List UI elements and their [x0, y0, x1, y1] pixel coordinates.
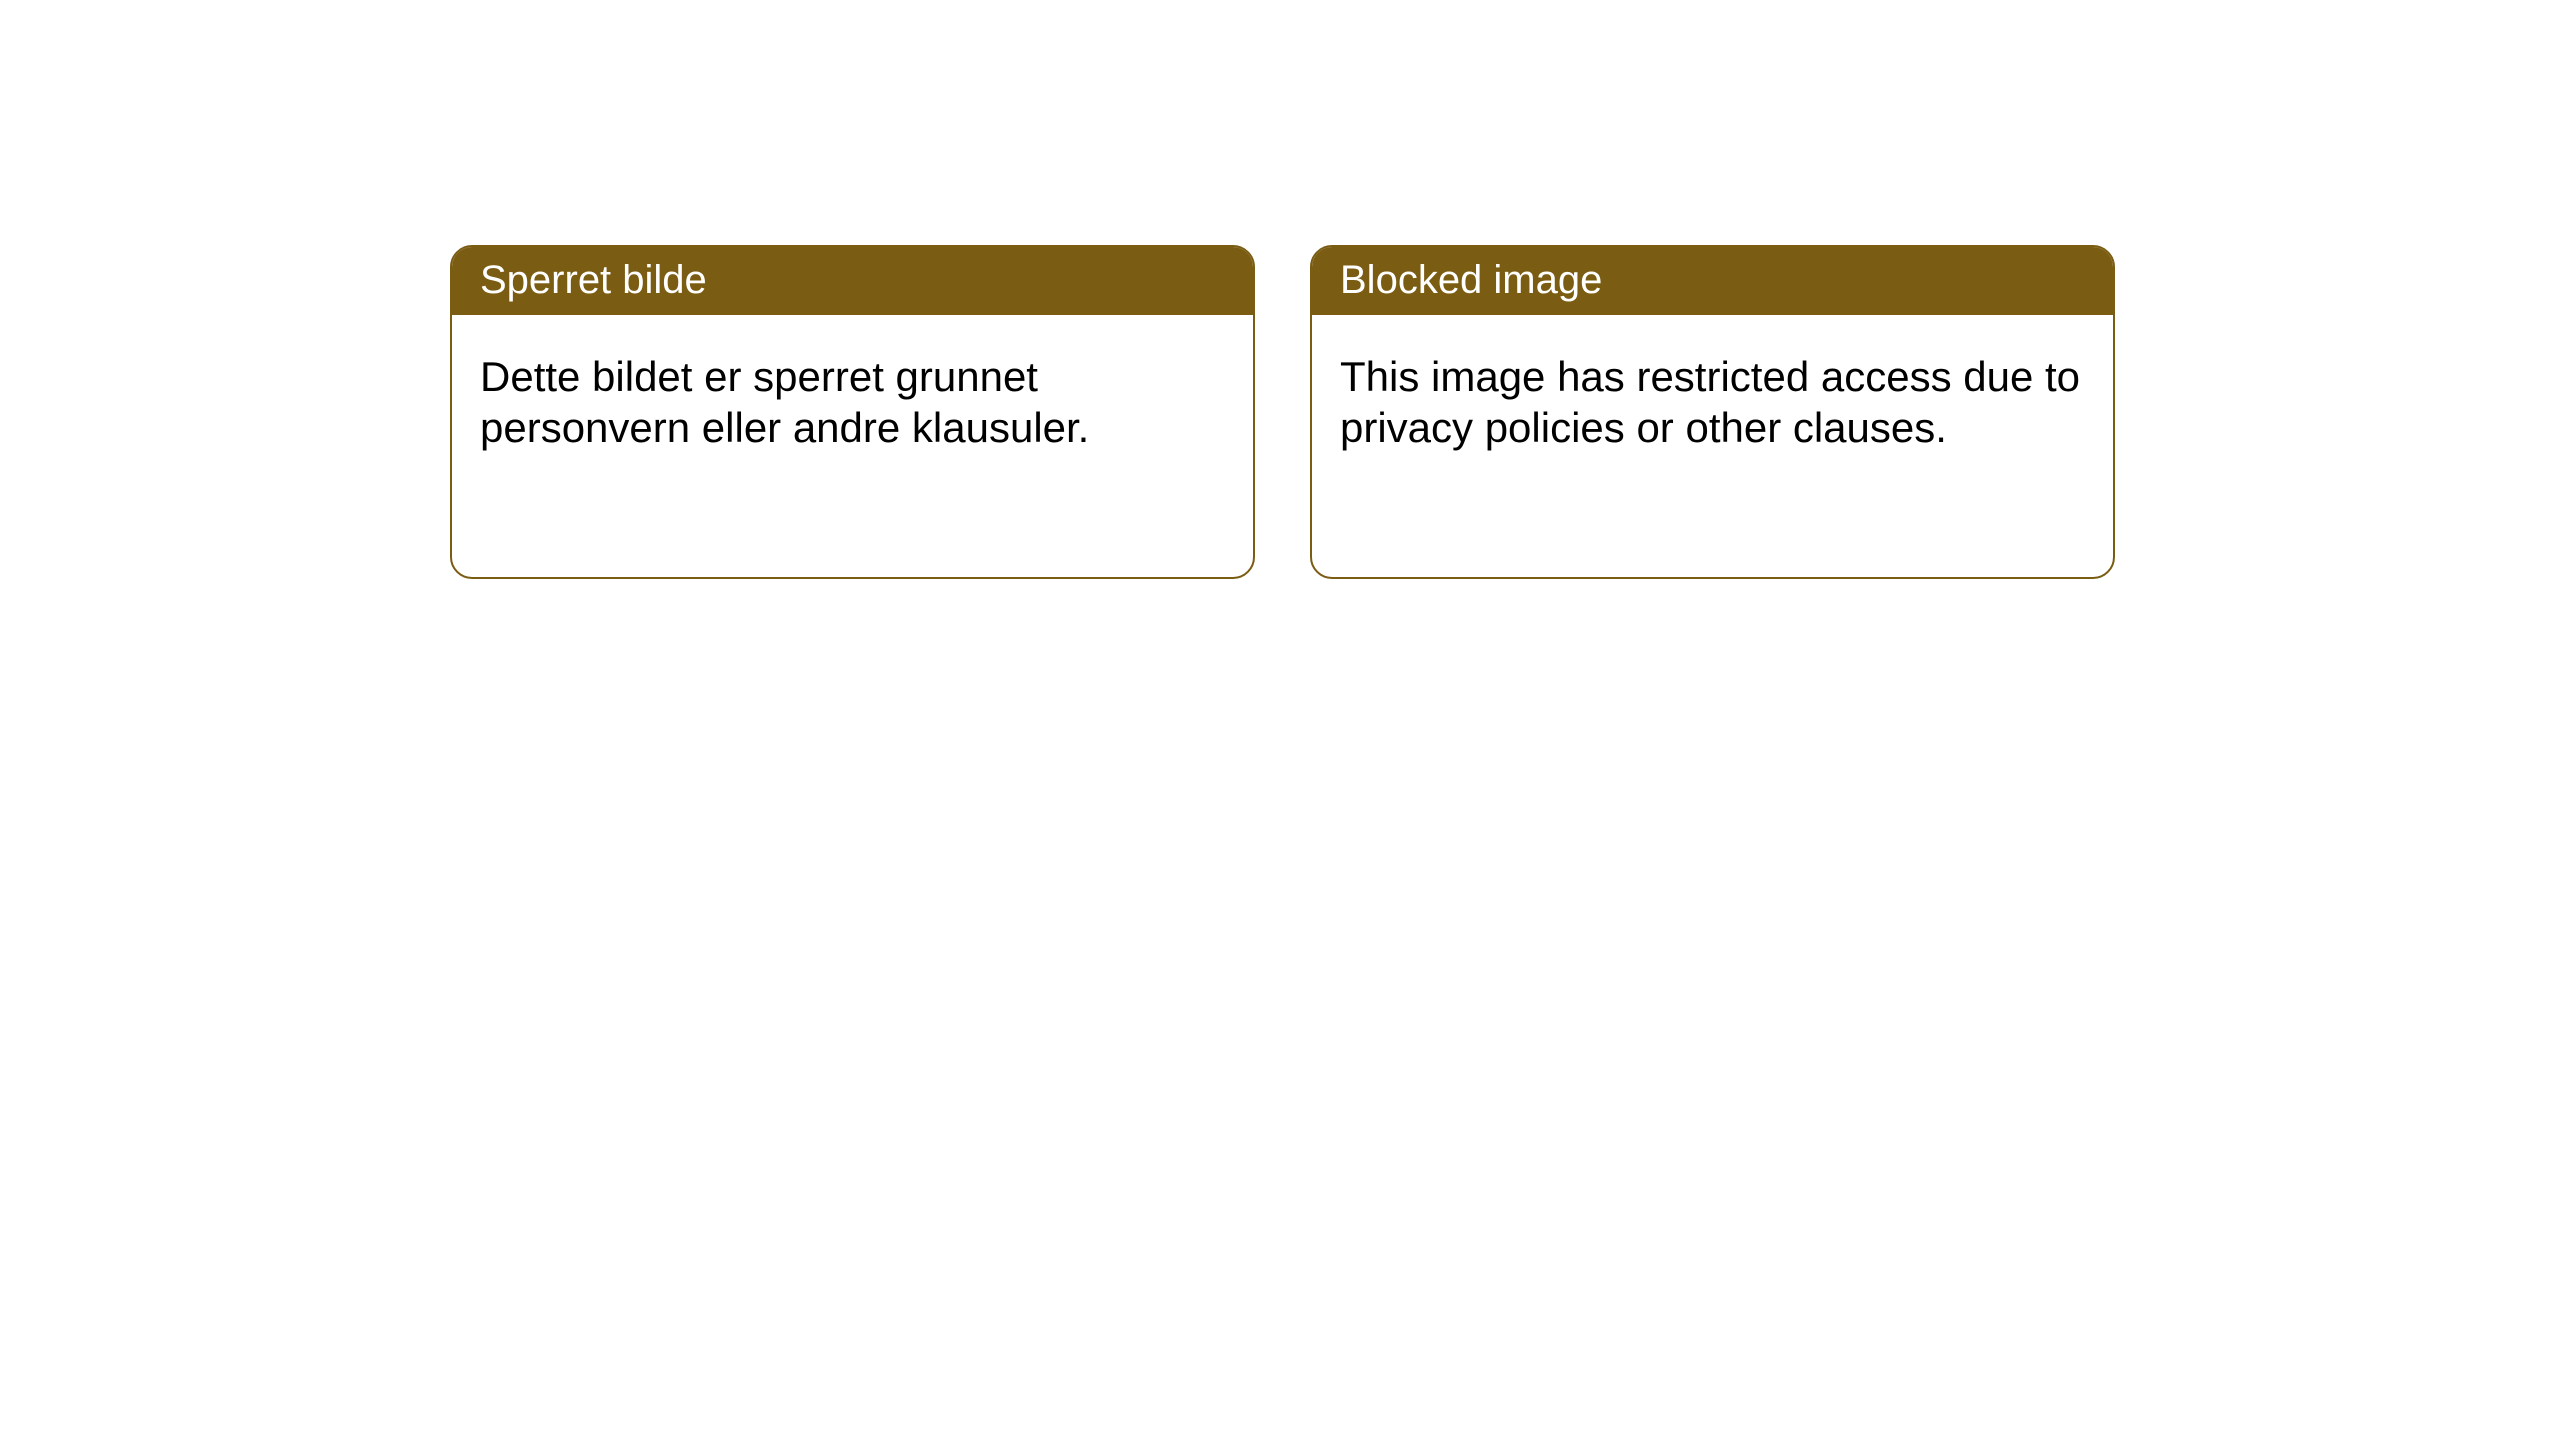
notice-card-title: Blocked image — [1312, 247, 2113, 315]
notice-card-body: This image has restricted access due to … — [1312, 315, 2113, 481]
notice-card-title: Sperret bilde — [452, 247, 1253, 315]
notice-card-body: Dette bildet er sperret grunnet personve… — [452, 315, 1253, 481]
notice-card-no: Sperret bilde Dette bildet er sperret gr… — [450, 245, 1255, 579]
notice-card-en: Blocked image This image has restricted … — [1310, 245, 2115, 579]
notice-container: Sperret bilde Dette bildet er sperret gr… — [0, 0, 2560, 579]
